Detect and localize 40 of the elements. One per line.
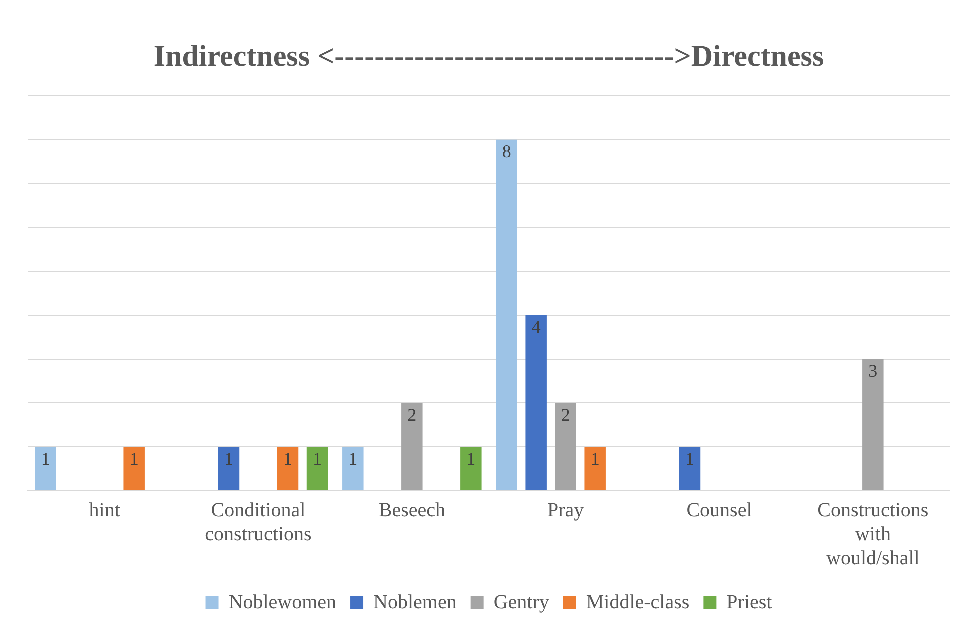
chart-title: Indirectness <---------------------------------->Directness [154,40,824,73]
data-label: 1 [313,448,322,469]
bar [35,447,56,490]
data-label: 1 [41,448,50,469]
x-tick-label: Conditional constructions [205,499,312,546]
data-label: 2 [408,404,417,425]
bar [555,403,576,490]
bar [342,447,364,490]
bar [460,447,482,490]
data-label: 2 [561,404,570,425]
data-label: 1 [284,448,293,469]
x-tick-label: Counsel [686,499,753,522]
bar [862,359,884,490]
data-label: 1 [130,448,139,469]
data-label: 1 [685,448,694,469]
x-tick-label: hint [89,499,121,522]
bar [124,447,145,490]
legend-label: Noblemen [374,591,457,614]
legend-label: Noblewomen [228,591,337,614]
legend-label: Priest [726,591,773,614]
bar [306,447,328,490]
data-label: 1 [348,448,358,469]
bar [584,447,606,490]
bar [526,315,547,490]
bar [277,447,299,490]
bar [679,447,701,490]
bar [218,447,240,490]
legend-label: Gentry [494,591,550,614]
data-label: 4 [532,317,541,338]
x-tick-label: Beseech [378,499,446,522]
data-label: 1 [466,448,476,469]
data-label: 1 [590,448,600,469]
x-tick-label: Constructions with would/shall [818,499,929,570]
data-label: 1 [224,448,234,469]
data-label: 8 [502,142,512,162]
x-tick-label: Pray [547,499,584,522]
legend-label: Middle-class [586,591,690,614]
bar [496,140,518,490]
bar [402,403,423,490]
data-label: 3 [868,361,878,382]
